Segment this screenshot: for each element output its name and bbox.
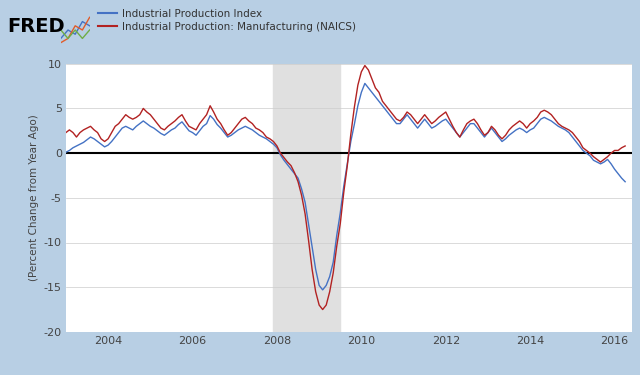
Y-axis label: (Percent Change from Year Ago): (Percent Change from Year Ago) (29, 114, 40, 281)
Legend: Industrial Production Index, Industrial Production: Manufacturing (NAICS): Industrial Production Index, Industrial … (98, 9, 356, 32)
Text: FRED: FRED (8, 17, 65, 36)
Bar (273, 64, 340, 332)
